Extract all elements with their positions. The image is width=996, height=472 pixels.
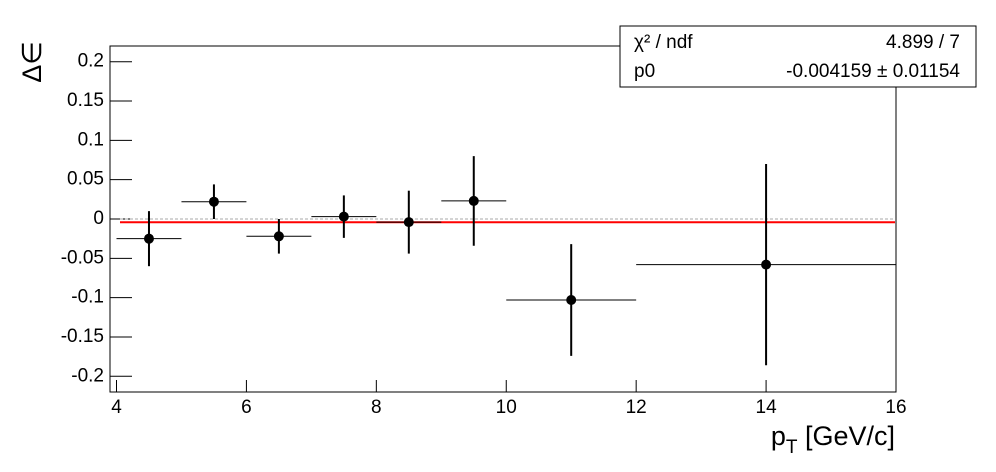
y-tick-label: -0.05 — [61, 247, 104, 268]
data-point — [143, 233, 154, 244]
data-point — [338, 211, 349, 222]
x-label-sub: T — [786, 437, 798, 458]
x-tick-label: 12 — [626, 397, 647, 418]
y-tick-label: 0 — [93, 208, 104, 229]
data-point — [761, 259, 772, 270]
x-axis-label: pT [GeV/c] — [771, 421, 895, 458]
data-point — [566, 294, 577, 305]
x-label-rest: [GeV/c] — [797, 421, 895, 451]
y-tick-label: -0.15 — [61, 326, 104, 347]
x-tick-label: 14 — [756, 397, 778, 418]
data-point — [208, 196, 219, 207]
y-tick-label: -0.1 — [71, 287, 104, 308]
y-axis-label: Δ∈ — [17, 41, 47, 83]
stats-frame — [619, 25, 977, 88]
x-tick-label: 10 — [496, 397, 517, 418]
stats-value: 4.899 / 7 — [886, 32, 960, 53]
x-tick-label: 16 — [885, 397, 906, 418]
y-tick-label: 0.05 — [67, 169, 104, 190]
x-tick-label: 8 — [371, 397, 382, 418]
y-tick-label: 0.2 — [78, 51, 104, 72]
x-label-main: p — [771, 421, 786, 451]
stats-value: -0.004159 ± 0.01154 — [786, 61, 960, 82]
x-tick-label: 6 — [241, 397, 252, 418]
data-point — [468, 195, 479, 206]
data-point — [403, 217, 414, 228]
data-point — [273, 231, 284, 242]
stats-label: χ² / ndf — [634, 32, 693, 53]
stats-box: χ² / ndf 4.899 / 7 p0 -0.004159 ± 0.0115… — [619, 25, 977, 88]
y-tick-label: 0.15 — [67, 90, 104, 111]
y-tick-label: 0.1 — [78, 129, 104, 150]
y-tick-label: -0.2 — [71, 365, 104, 386]
stats-label: p0 — [634, 61, 655, 82]
x-tick-label: 4 — [111, 397, 122, 418]
